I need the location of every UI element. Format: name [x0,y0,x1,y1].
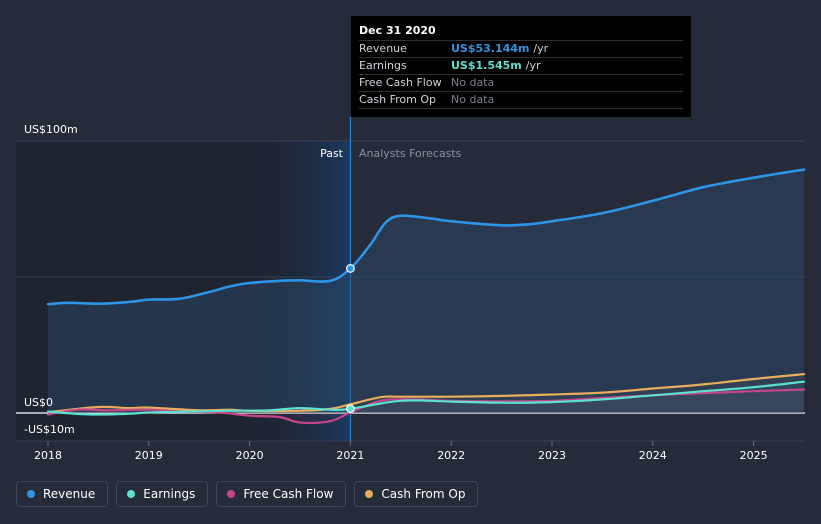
hover-tooltip: Dec 31 2020 Revenue US$53.144m /yr Earni… [351,16,691,117]
tooltip-row-revenue: Revenue US$53.144m /yr [359,41,683,58]
x-tick-label-2023: 2023 [538,449,566,462]
x-tick-label-2022: 2022 [437,449,465,462]
x-tick-label-2018: 2018 [34,449,62,462]
tooltip-value: No data [451,93,495,106]
past-highlight-band [249,141,351,441]
y-axis-label-bottom: -US$10m [24,423,75,436]
legend-dot-icon [127,490,136,498]
y-axis-label-top: US$100m [24,123,78,136]
x-tick-label-2025: 2025 [740,449,768,462]
legend-label: Earnings [143,487,196,501]
tooltip-row-earnings: Earnings US$1.545m /yr [359,58,683,75]
forecast-label: Analysts Forecasts [359,147,462,160]
legend-item-revenue[interactable]: Revenue [16,481,109,507]
highlight-point-earnings [346,404,355,414]
series-line-revenue [46,168,806,306]
legend-dot-icon [27,490,35,498]
past-label: Past [320,147,344,160]
series-area-earnings [48,381,804,415]
tooltip-unit: /yr [533,42,549,55]
tooltip-row-free-cash-flow: Free Cash Flow No data [359,75,683,92]
series-line-cash-from-op [46,373,806,414]
legend-label: Cash From Op [381,487,466,501]
legend-dot-icon [227,490,236,498]
series-area-revenue [48,169,804,413]
tooltip-date: Dec 31 2020 [359,22,683,41]
tooltip-label: Revenue [359,42,407,55]
series-area-cash-from-op [48,374,804,413]
legend-dot-icon [365,490,374,498]
tooltip-label: Cash From Op [359,93,437,106]
tooltip-value: US$1.545m [451,59,522,72]
tooltip-label: Earnings [359,59,407,72]
tooltip-value: US$53.144m [451,42,530,55]
tooltip-label: Free Cash Flow [359,76,442,89]
x-tick-label-2019: 2019 [135,449,163,462]
legend-label: Revenue [43,487,96,501]
x-tick-label-2024: 2024 [639,449,667,462]
legend-item-cash-from-op[interactable]: Cash From Op [354,481,479,507]
x-tick-label-2020: 2020 [236,449,264,462]
y-axis-label-zero: US$0 [24,396,53,409]
tooltip-value: No data [451,76,495,89]
legend-label: Free Cash Flow [243,487,334,501]
tooltip-row-cash-from-op: Cash From Op No data [359,92,683,109]
highlight-point-revenue [346,264,355,273]
x-tick-label-2021: 2021 [336,449,364,462]
chart-legend: Revenue Earnings Free Cash Flow Cash Fro… [16,481,479,507]
legend-item-free-cash-flow[interactable]: Free Cash Flow [216,481,347,507]
tooltip-unit: /yr [525,59,541,72]
legend-item-earnings[interactable]: Earnings [116,481,209,507]
